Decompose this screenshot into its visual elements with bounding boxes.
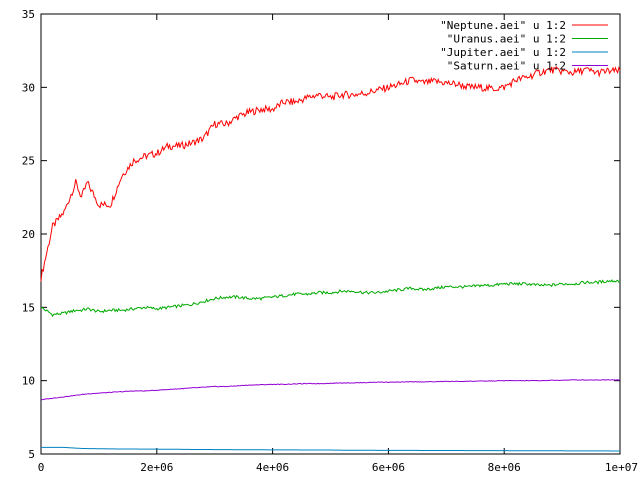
x-tick-label: 8e+06: [488, 461, 521, 474]
x-tick-label: 0: [38, 461, 45, 474]
y-tick-label: 15: [22, 301, 35, 314]
legend-label: "Saturn.aei" u 1:2: [447, 60, 566, 73]
series-line-1: [40, 279, 621, 318]
y-tick-label: 25: [22, 155, 35, 168]
x-tick-label: 2e+06: [140, 461, 173, 474]
plot-frame: [40, 13, 621, 455]
y-tick-label: 10: [22, 375, 35, 388]
legend-label: "Uranus.aei" u 1:2: [447, 33, 566, 46]
axis-ticks: 5 10 15 20 25 30 35 0 2e+06 4e+06 6e+06 8e+06 1e+07: [22, 8, 638, 474]
legend-label: "Jupiter.aei" u 1:2: [440, 46, 566, 59]
y-tick-label: 20: [22, 228, 35, 241]
series-lines: [40, 66, 621, 452]
legend: "Neptune.aei" u 1:2"Uranus.aei" u 1:2"Ju…: [440, 19, 608, 73]
series-line-0: [40, 66, 621, 282]
legend-label: "Neptune.aei" u 1:2: [440, 19, 566, 32]
y-tick-label: 5: [28, 448, 35, 461]
series-line-2: [41, 446, 621, 452]
x-tick-label: 6e+06: [372, 461, 405, 474]
series-line-3: [40, 379, 621, 401]
y-tick-label: 30: [22, 81, 35, 94]
x-tick-label: 1e+07: [605, 461, 638, 474]
y-tick-label: 35: [22, 8, 35, 21]
x-tick-label: 4e+06: [256, 461, 289, 474]
